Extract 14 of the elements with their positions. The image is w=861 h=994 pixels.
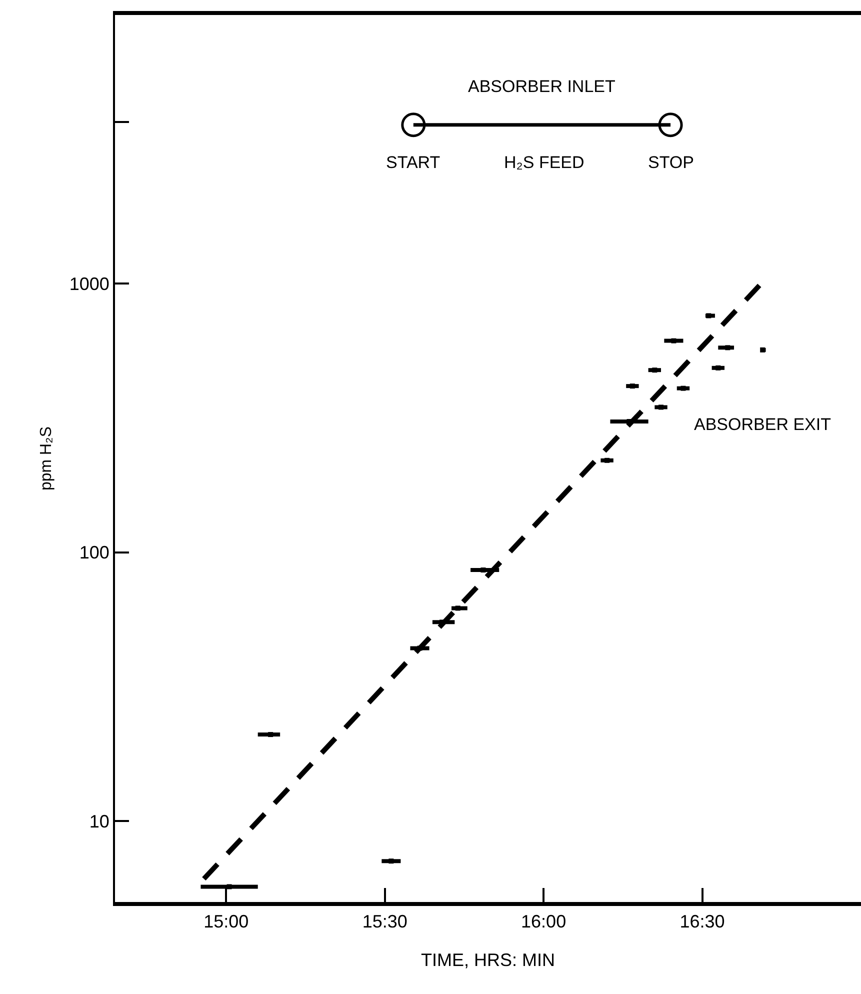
y-tick-label: 100: [79, 542, 110, 563]
annotation: STOP: [648, 153, 694, 172]
y-tick-label: 10: [89, 811, 110, 832]
x-axis-title: TIME, HRS: MIN: [421, 950, 555, 970]
x-tick-label: 16:30: [680, 912, 725, 932]
y-tick-label: 1000: [69, 274, 110, 294]
annotation: H₂S FEED: [504, 153, 584, 172]
x-tick-label: 15:30: [362, 912, 408, 932]
y-axis-title: ppm H₂S: [38, 426, 55, 491]
series-label: ABSORBER EXIT: [694, 415, 831, 434]
annotation: START: [386, 153, 440, 172]
series-label: ABSORBER INLET: [468, 77, 616, 96]
x-tick-label: 15:00: [204, 912, 249, 932]
x-tick-label: 16:00: [521, 912, 566, 932]
